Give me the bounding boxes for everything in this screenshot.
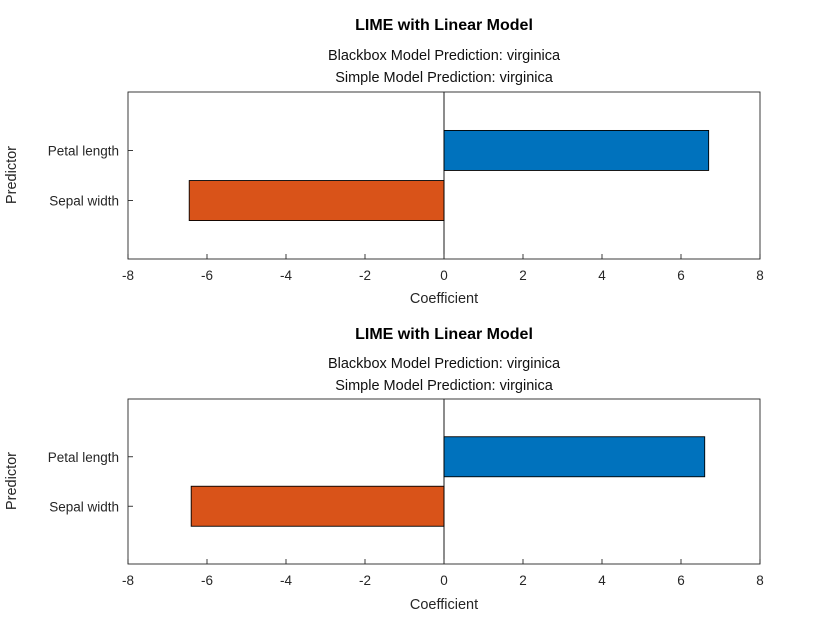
chart-title: LIME with Linear Model — [355, 17, 533, 34]
bar-petal-length — [443, 129, 710, 171]
bar-plot: Petal length Sepal width -8 -6 -4 -2 0 2 4 6 8 — [48, 91, 764, 283]
x-tick-label: 6 — [677, 573, 685, 588]
category-label-sepal-width: Sepal width — [49, 499, 119, 514]
category-label-sepal-width: Sepal width — [49, 194, 119, 209]
chart-subtitle-blackbox: Blackbox Model Prediction: virginica — [328, 48, 561, 64]
figure-bottom: LIME with Linear Model Blackbox Model Pr… — [4, 326, 764, 613]
x-axis-label: Coefficient — [410, 597, 478, 613]
category-label-petal-length: Petal length — [48, 450, 119, 465]
chart-title: LIME with Linear Model — [355, 326, 533, 343]
y-axis-label: Predictor — [4, 146, 20, 204]
bar-petal-length — [443, 436, 706, 478]
chart-subtitle-simple: Simple Model Prediction: virginica — [335, 70, 554, 86]
category-label-petal-length: Petal length — [48, 143, 119, 158]
chart-subtitle-blackbox: Blackbox Model Prediction: virginica — [328, 356, 561, 372]
x-tick-label: 0 — [440, 268, 448, 283]
x-axis-label: Coefficient — [410, 291, 478, 307]
x-tick-label: 8 — [756, 573, 764, 588]
bar-plot: Petal length Sepal width -8 -6 -4 -2 0 2 4 6 8 — [48, 398, 764, 588]
x-tick-label: 4 — [598, 268, 606, 283]
bar-sepal-width — [190, 485, 445, 527]
x-tick-label: 8 — [756, 268, 764, 283]
x-tick-label: -8 — [122, 573, 134, 588]
chart-subtitle-simple: Simple Model Prediction: virginica — [335, 378, 554, 394]
bar-sepal-width — [188, 180, 445, 222]
x-tick-label: 4 — [598, 573, 606, 588]
x-tick-label: 2 — [519, 268, 527, 283]
x-tick-label: 2 — [519, 573, 527, 588]
x-tick-label: -6 — [201, 573, 213, 588]
y-axis-label: Predictor — [4, 452, 20, 510]
x-tick-label: -4 — [280, 268, 292, 283]
x-tick-label: -8 — [122, 268, 134, 283]
x-tick-label: -4 — [280, 573, 292, 588]
x-tick-label: -2 — [359, 268, 371, 283]
x-tick-label: -2 — [359, 573, 371, 588]
figure-top: LIME with Linear Model Blackbox Model Pr… — [4, 17, 764, 307]
x-tick-label: 0 — [440, 573, 448, 588]
x-tick-label: -6 — [201, 268, 213, 283]
x-tick-label: 6 — [677, 268, 685, 283]
